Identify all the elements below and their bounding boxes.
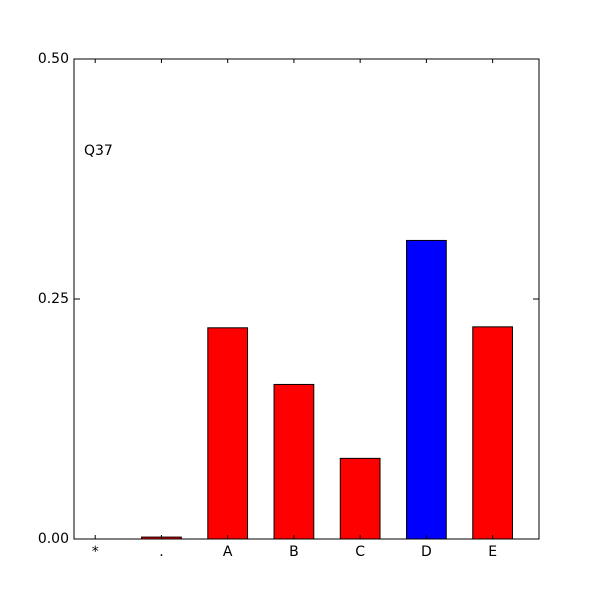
y-tick-label: 0.25: [38, 291, 69, 307]
x-tick-label: *: [92, 544, 99, 560]
x-tick-label: B: [289, 544, 299, 560]
y-tick-label: 0.00: [38, 531, 69, 547]
bar: [339, 457, 381, 540]
bar: [207, 327, 249, 540]
bar: [273, 383, 315, 540]
bar: [472, 326, 514, 540]
x-tick-label: C: [355, 544, 365, 560]
annotation: Q37: [84, 143, 113, 159]
y-tick-label: 0.50: [38, 51, 69, 67]
x-tick-label: A: [223, 544, 233, 560]
x-tick-label: D: [421, 544, 432, 560]
x-tick-label: .: [159, 544, 163, 560]
bar: [406, 239, 447, 540]
x-tick-label: E: [488, 544, 497, 560]
